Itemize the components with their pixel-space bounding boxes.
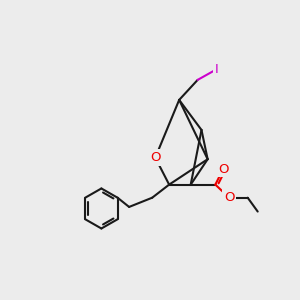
- Text: I: I: [215, 63, 219, 76]
- Text: O: O: [150, 151, 160, 164]
- Text: O: O: [224, 191, 235, 204]
- Text: O: O: [218, 163, 228, 176]
